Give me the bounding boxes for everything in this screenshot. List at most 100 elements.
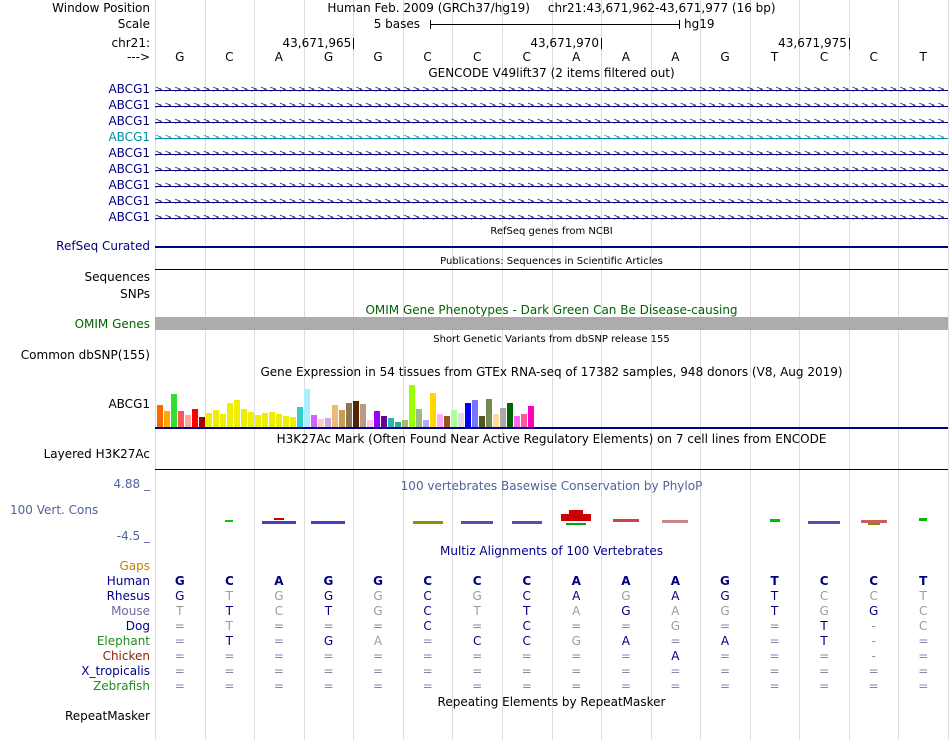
gridline <box>353 0 355 740</box>
alignment-base: = <box>521 664 532 678</box>
species-label[interactable]: Human <box>106 574 150 588</box>
position-range: chr21:43,671,962-43,671,977 (16 bp) <box>547 1 776 15</box>
multiz-species-row[interactable]: Dog = T = = = C = C = = G = = T - C <box>0 619 950 634</box>
gene-label[interactable]: ABCG1 <box>108 114 150 128</box>
alignment-base: = <box>422 679 433 693</box>
species-label[interactable]: X_tropicalis <box>81 664 150 678</box>
gtex-tissue-bar <box>220 414 226 427</box>
publications-track-title[interactable]: Publications: Sequences in Scientific Ar… <box>440 256 663 267</box>
gtex-tissue-bar <box>493 414 499 427</box>
alignment-base: = <box>769 634 780 648</box>
phylop-mark <box>808 521 841 524</box>
gtex-gene-label[interactable]: ABCG1 <box>108 397 150 411</box>
gene-label[interactable]: ABCG1 <box>108 146 150 160</box>
alignment-base: T <box>919 589 927 603</box>
gene-transcript-row[interactable]: >>>>>>>>>>>>>>>>>>>>>>>>>>>>>>>>>>>>>>>>… <box>155 146 948 162</box>
gene-transcript-row[interactable]: >>>>>>>>>>>>>>>>>>>>>>>>>>>>>>>>>>>>>>>>… <box>155 82 948 98</box>
alignment-base: = <box>620 619 631 633</box>
alignment-base: A <box>274 574 284 588</box>
multiz-track-title[interactable]: Multiz Alignments of 100 Vertebrates <box>439 544 664 558</box>
gene-label[interactable]: ABCG1 <box>108 130 150 144</box>
snps-label[interactable]: SNPs <box>120 287 150 301</box>
gene-label[interactable]: ABCG1 <box>108 194 150 208</box>
alignment-base: = <box>769 679 780 693</box>
base-letter: G <box>373 50 383 64</box>
gene-transcript-row[interactable]: >>>>>>>>>>>>>>>>>>>>>>>>>>>>>>>>>>>>>>>>… <box>155 210 948 226</box>
gene-label[interactable]: ABCG1 <box>108 162 150 176</box>
assembly-name: hg19 <box>684 17 715 31</box>
species-label[interactable]: Zebrafish <box>93 679 150 693</box>
omim-genes-label[interactable]: OMIM Genes <box>74 317 150 331</box>
gene-transcript-row[interactable]: >>>>>>>>>>>>>>>>>>>>>>>>>>>>>>>>>>>>>>>>… <box>155 194 948 210</box>
gene-label[interactable]: ABCG1 <box>108 98 150 112</box>
gene-label[interactable]: ABCG1 <box>108 82 150 96</box>
gtex-baseline <box>155 427 948 429</box>
refseq-track-line[interactable] <box>155 246 948 248</box>
alignment-base: T <box>473 604 481 618</box>
multiz-species-row[interactable]: Chicken = = = = = = = = = = A = = = - = <box>0 649 950 664</box>
refseq-track-title[interactable]: RefSeq genes from NCBI <box>490 226 613 237</box>
gtex-tissue-bar <box>304 389 310 427</box>
repeatmasker-track-title[interactable]: Repeating Elements by RepeatMasker <box>437 695 666 709</box>
species-label[interactable]: Mouse <box>111 604 150 618</box>
scale-ruler[interactable] <box>430 20 680 29</box>
intron-line <box>155 186 948 187</box>
intron-line <box>155 202 948 203</box>
omim-track-title[interactable]: OMIM Gene Phenotypes - Dark Green Can Be… <box>365 303 738 317</box>
alignment-base: C <box>869 589 878 603</box>
multiz-species-row[interactable]: Gaps <box>0 559 950 574</box>
species-label[interactable]: Rhesus <box>106 589 150 603</box>
gtex-tissue-bar <box>199 417 205 427</box>
coordinate-tick-label[interactable]: 43,671,975 <box>778 36 847 50</box>
gridline <box>799 0 801 740</box>
alignment-base: C <box>919 604 928 618</box>
assembly-title: Human Feb. 2009 (GRCh37/hg19) <box>327 1 530 15</box>
refseq-curated-label[interactable]: RefSeq Curated <box>56 239 150 253</box>
h3k27ac-label[interactable]: Layered H3K27Ac <box>43 447 150 461</box>
alignment-base: = <box>174 649 185 663</box>
multiz-species-row[interactable]: Elephant = T = G A = C C G A = A = T - = <box>0 634 950 649</box>
gtex-track-title[interactable]: Gene Expression in 54 tissues from GTEx … <box>260 365 843 379</box>
gene-transcript-row[interactable]: >>>>>>>>>>>>>>>>>>>>>>>>>>>>>>>>>>>>>>>>… <box>155 162 948 178</box>
dbsnp-label[interactable]: Common dbSNP(155) <box>20 348 150 362</box>
gene-transcript-row[interactable]: >>>>>>>>>>>>>>>>>>>>>>>>>>>>>>>>>>>>>>>>… <box>155 178 948 194</box>
gene-transcript-row[interactable]: >>>>>>>>>>>>>>>>>>>>>>>>>>>>>>>>>>>>>>>>… <box>155 130 948 146</box>
alignment-base: T <box>820 634 828 648</box>
phylop-mark <box>273 518 284 520</box>
gencode-track-title[interactable]: GENCODE V49lift37 (2 items filtered out) <box>428 66 675 80</box>
multiz-species-row[interactable]: Human G C A G G C C C A A A G T C C T <box>0 574 950 589</box>
omim-track-bar[interactable] <box>155 317 948 330</box>
alignment-base: G <box>175 589 185 603</box>
gridline <box>948 0 949 740</box>
species-label[interactable]: Chicken <box>102 649 150 663</box>
coordinate-tick-label[interactable]: 43,671,965 <box>282 36 352 50</box>
gene-transcript-row[interactable]: >>>>>>>>>>>>>>>>>>>>>>>>>>>>>>>>>>>>>>>>… <box>155 114 948 130</box>
species-label[interactable]: Gaps <box>119 559 150 573</box>
sequences-label[interactable]: Sequences <box>84 270 150 284</box>
dbsnp-track-title[interactable]: Short Genetic Variants from dbSNP releas… <box>433 334 670 345</box>
alignment-base: = <box>571 679 582 693</box>
species-label[interactable]: Elephant <box>96 634 150 648</box>
alignment-base: C <box>472 634 482 648</box>
multiz-species-row[interactable]: X_tropicalis = = = = = = = = = = = = = = = = <box>0 664 950 679</box>
intron-line <box>155 154 948 155</box>
repeatmasker-label[interactable]: RepeatMasker <box>64 709 150 723</box>
phylop-track-title[interactable]: 100 vertebrates Basewise Conservation by… <box>400 479 703 493</box>
coordinate-tick-mark <box>353 38 355 49</box>
multiz-species-row[interactable]: Mouse T T C T G C T T A G A G T G G C <box>0 604 950 619</box>
multiz-species-row[interactable]: Rhesus G T G G G C G C A G A G T C C T <box>0 589 950 604</box>
alignment-base: A <box>671 589 680 603</box>
alignment-base: = <box>819 649 830 663</box>
h3k27ac-track-title[interactable]: H3K27Ac Mark (Often Found Near Active Re… <box>276 432 827 446</box>
gene-transcript-row[interactable]: >>>>>>>>>>>>>>>>>>>>>>>>>>>>>>>>>>>>>>>>… <box>155 98 948 114</box>
gene-label[interactable]: ABCG1 <box>108 210 150 224</box>
multiz-species-row[interactable]: Zebrafish = = = = = = = = = = = = = = = = <box>0 679 950 694</box>
gene-label[interactable]: ABCG1 <box>108 178 150 192</box>
species-label[interactable]: Dog <box>125 619 150 633</box>
sequences-track-line[interactable] <box>155 269 948 270</box>
alignment-base: = <box>571 649 582 663</box>
alignment-base: = <box>918 664 929 678</box>
alignment-base: = <box>174 634 185 648</box>
phylop-label[interactable]: 100 Vert. Cons <box>10 503 99 517</box>
coordinate-tick-label[interactable]: 43,671,970 <box>530 36 600 50</box>
